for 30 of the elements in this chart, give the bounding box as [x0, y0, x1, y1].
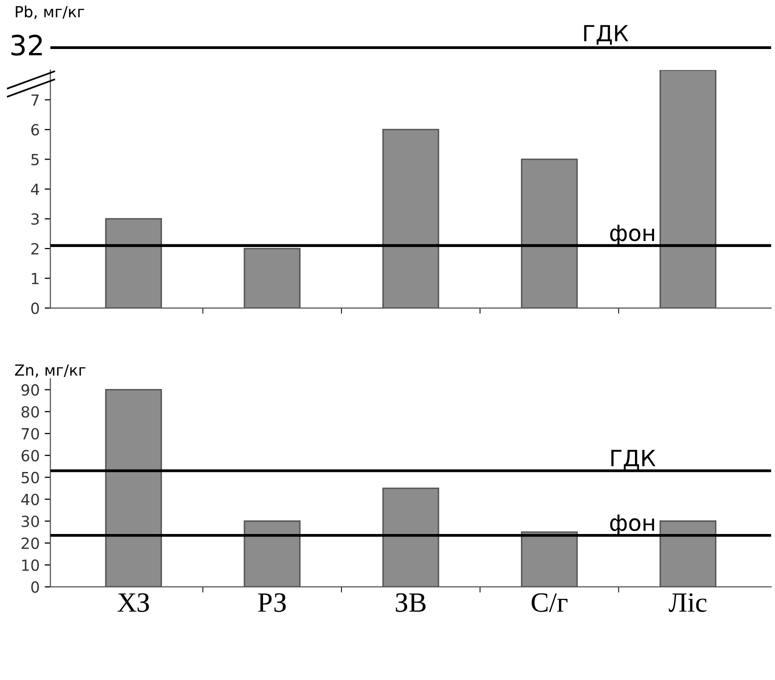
y-tick-label: 80: [22, 406, 39, 418]
y-tick-label: 30: [22, 516, 39, 528]
x-tick-label: С/г: [532, 593, 568, 612]
x-tick-label: ХЗ: [118, 593, 149, 612]
y-tick-label: 40: [21, 494, 39, 506]
ref-line-label: ГДК: [611, 450, 656, 470]
y-tick-label: 3: [31, 213, 39, 225]
y-tick-label: 0: [31, 302, 39, 314]
y-tick-label: 60: [22, 450, 39, 462]
x-tick-label: Ліс: [668, 593, 707, 612]
ref-line-label: фон: [610, 514, 654, 536]
text: ГДК: [584, 25, 628, 45]
y-tick-label: 50: [22, 472, 39, 484]
y-tick-label: 0: [31, 581, 39, 593]
y-tick-label: 7: [31, 94, 39, 106]
y-axis-title: Zn, мг/кг: [15, 364, 86, 378]
y-tick-label: 20: [22, 538, 39, 550]
y-tick-label: 5: [31, 154, 39, 166]
y-tick-label: 90: [21, 384, 39, 396]
y-tick-label: 4: [30, 184, 40, 195]
ref-line-label: фон: [610, 224, 654, 246]
y-tick-label: 2: [31, 243, 38, 254]
x-tick-label: РЗ: [258, 593, 286, 612]
y-tick-label: 70: [22, 428, 39, 440]
y-tick-label: 6: [31, 124, 39, 136]
text: Pb, мг/кг: [16, 6, 84, 19]
y-tick-label: 1: [32, 272, 39, 284]
x-tick-label: ЗВ: [396, 593, 426, 612]
text: 32: [11, 34, 42, 56]
y-tick-label: 10: [22, 559, 39, 571]
